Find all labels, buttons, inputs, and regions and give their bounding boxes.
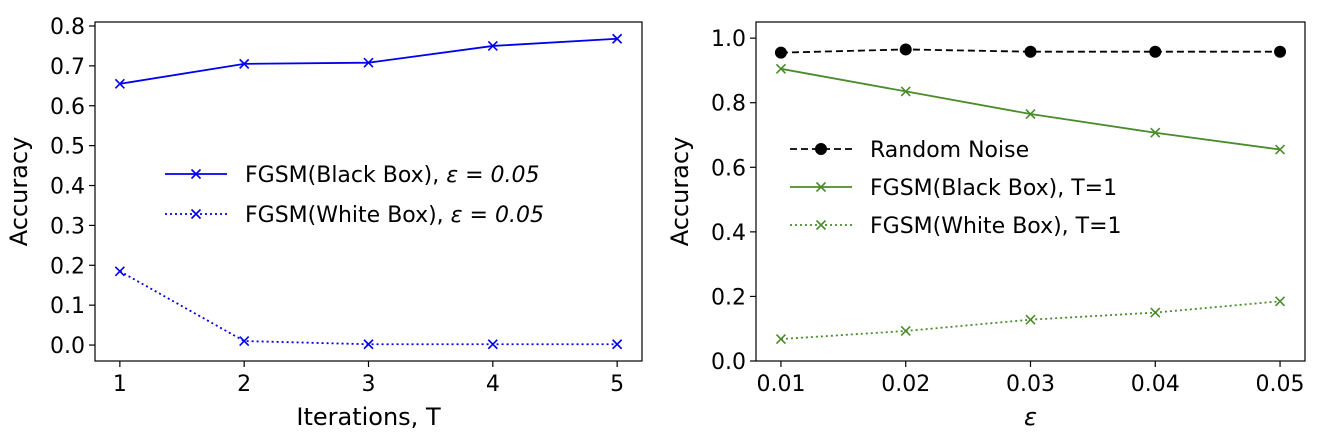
x-axis-label: Iterations, T <box>296 403 441 431</box>
data-point <box>775 333 787 345</box>
data-point <box>363 57 374 68</box>
y-tick-label: 0.8 <box>711 92 746 117</box>
legend-label: FGSM(Black Box), T=1 <box>870 176 1117 201</box>
data-point <box>1150 307 1161 318</box>
data-point <box>900 325 911 337</box>
data-point <box>1025 314 1036 325</box>
y-tick-label: 0.3 <box>50 214 85 239</box>
data-point <box>114 266 125 277</box>
y-axis-label: Accuracy <box>666 137 694 247</box>
y-axis-label: Accuracy <box>5 137 33 247</box>
data-point <box>900 86 911 97</box>
legend-label-math: ε = 0.05 <box>446 163 539 188</box>
data-point <box>612 339 623 350</box>
data-point <box>363 339 374 350</box>
y-tick-label: 0.0 <box>50 334 85 359</box>
data-point <box>774 46 787 59</box>
y-tick-label: 0.0 <box>711 350 746 375</box>
data-point <box>775 63 787 74</box>
data-point <box>899 43 912 56</box>
y-tick-label: 0.2 <box>711 285 746 310</box>
series-line <box>780 48 1281 54</box>
plot-frame <box>94 21 643 362</box>
y-tick-label: 0.8 <box>50 15 85 40</box>
y-tick-label: 0.6 <box>50 95 85 120</box>
legend-label-math: ε = 0.05 <box>451 203 544 228</box>
y-tick-label: 0.2 <box>50 254 85 279</box>
data-point <box>1024 45 1037 58</box>
x-tick-label: 0.03 <box>1006 372 1055 397</box>
legend-label: FGSM(Black Box), ε = 0.05 <box>245 163 540 188</box>
legend-label: FGSM(White Box), ε = 0.05 <box>245 203 544 228</box>
y-tick-label: 0.1 <box>50 294 85 319</box>
y-tick-label: 0.4 <box>50 175 85 200</box>
legend-marker <box>815 181 827 193</box>
data-point <box>1274 144 1286 155</box>
series-line <box>119 37 618 85</box>
data-point <box>487 339 498 350</box>
legend-label: FGSM(White Box), T=1 <box>870 214 1122 239</box>
series-line <box>119 270 618 346</box>
y-tick-label: 1.0 <box>711 27 746 52</box>
data-point <box>1274 45 1287 58</box>
data-point <box>1274 296 1286 307</box>
x-tick-label: 5 <box>610 372 624 397</box>
y-tick-label: 0.5 <box>50 135 85 160</box>
y-tick-label: 0.4 <box>711 221 746 246</box>
x-tick-label: 2 <box>237 372 251 397</box>
legend-marker <box>815 219 827 231</box>
x-tick-label: 0.05 <box>1256 372 1305 397</box>
data-point <box>1025 108 1036 120</box>
x-tick-label: 3 <box>362 372 376 397</box>
data-point <box>114 78 125 89</box>
legend-label: Random Noise <box>870 138 1029 163</box>
legend-marker <box>815 143 827 155</box>
data-point <box>239 58 250 69</box>
data-point <box>1150 127 1161 138</box>
x-tick-label: 0.02 <box>881 372 930 397</box>
y-tick-label: 0.6 <box>711 156 746 181</box>
x-tick-label: 1 <box>113 372 127 397</box>
data-point <box>1149 45 1162 58</box>
legend-marker <box>190 168 202 180</box>
x-axis-label: ε <box>1024 403 1037 431</box>
data-point <box>487 40 498 51</box>
x-tick-label: 4 <box>486 372 500 397</box>
series-line <box>780 67 1281 151</box>
chart-accuracy-vs-epsilon: 0.01 0.02 0.03 0.04 0.05 0.0 0.2 0.4 0.6 0.8 1.0 ε A… <box>666 21 1306 431</box>
x-tick-label: 0.04 <box>1131 372 1180 397</box>
x-tick-label: 0.01 <box>756 372 805 397</box>
data-point <box>612 33 623 44</box>
data-point <box>239 335 250 347</box>
legend-marker <box>190 208 202 220</box>
y-tick-label: 0.7 <box>50 55 85 80</box>
chart-accuracy-vs-iterations: 1 2 3 4 5 0.0 0.1 0.2 0.3 0.4 0.5 0.6 0.7 0.8 Iteratio… <box>5 15 643 431</box>
